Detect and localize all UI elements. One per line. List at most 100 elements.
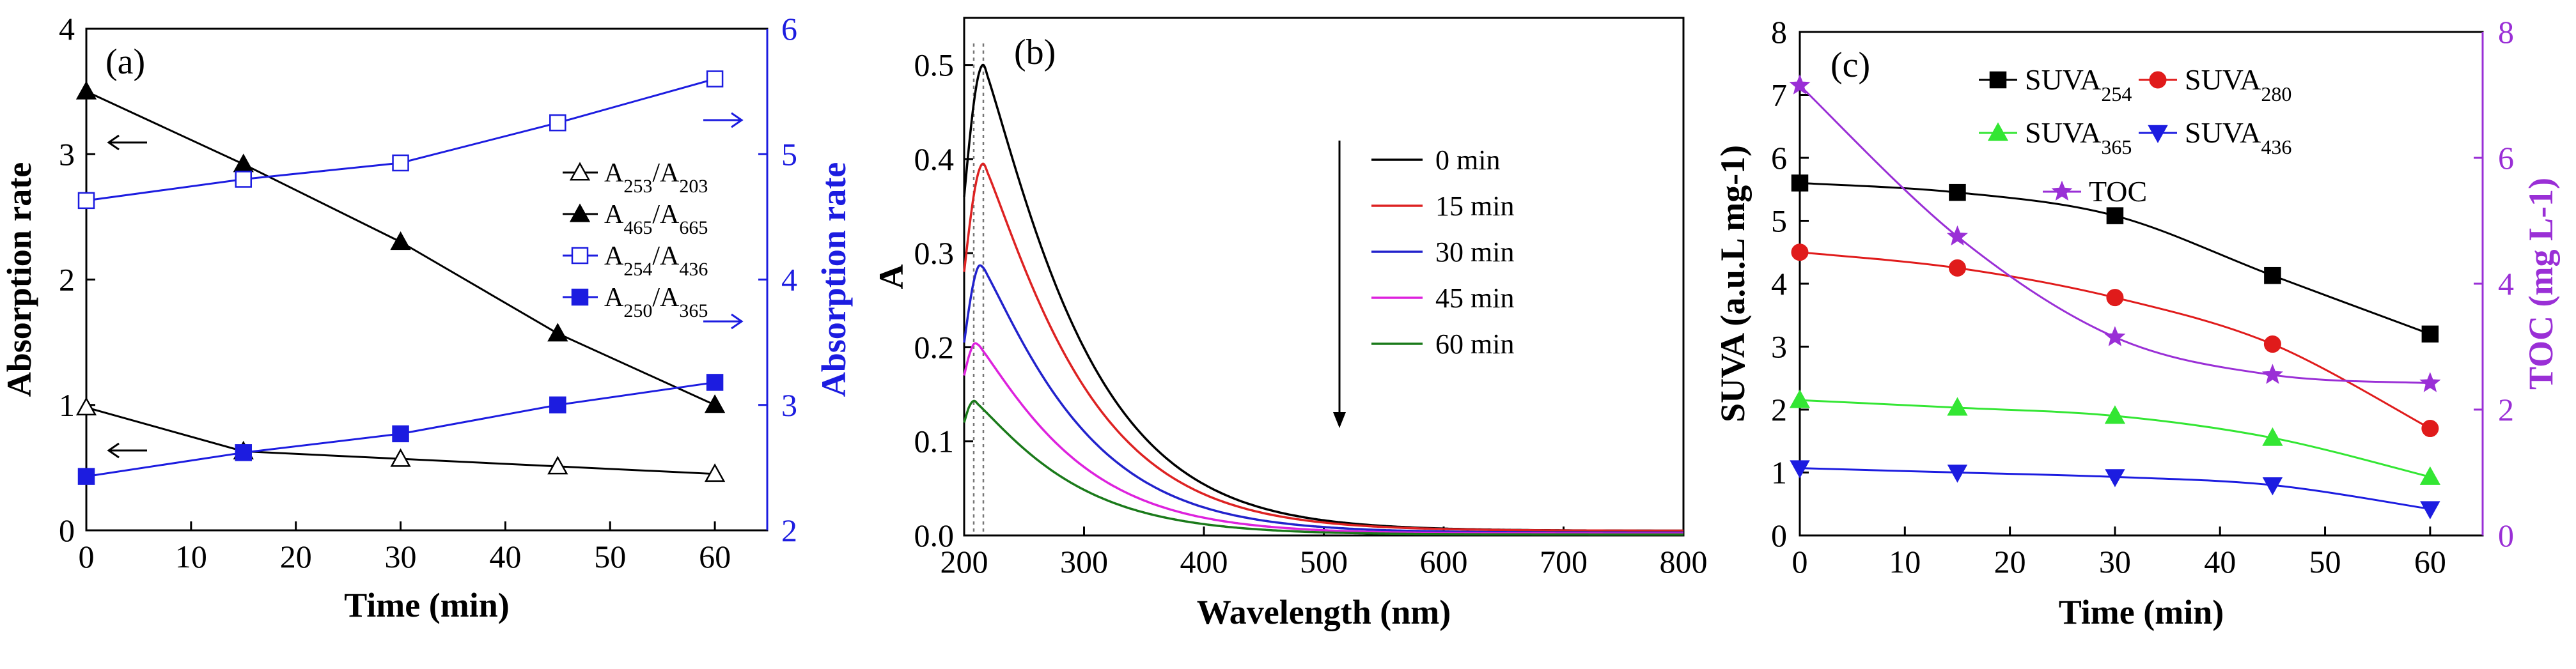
series-SUVA365: [1789, 389, 2440, 485]
spectrum-15-min: [963, 162, 1683, 532]
data-point: [1791, 243, 1809, 261]
series-SUVA254: [1791, 174, 2439, 343]
data-point: [704, 394, 726, 413]
y-tick-label: 1: [1771, 455, 1787, 491]
x-tick-label: 30: [2099, 544, 2131, 580]
data-point: [392, 154, 409, 172]
data-point: [2264, 266, 2281, 284]
data-point: [706, 70, 724, 88]
x-tick-label: 20: [280, 539, 312, 574]
x-tick-label: 0: [79, 539, 95, 574]
y-right-tick-label: 4: [2498, 266, 2514, 302]
data-point: [549, 114, 566, 132]
x-tick-label: 600: [1420, 544, 1468, 580]
x-tick-label: 10: [175, 539, 207, 574]
legend-entry: SUVA365: [2025, 116, 2132, 158]
panel-label: (b): [1014, 33, 1056, 72]
y-right-axis-title: TOC (mg L-1): [2522, 178, 2560, 390]
x-tick-label: 500: [1300, 544, 1348, 580]
data-point: [547, 323, 568, 342]
x-tick-label: 10: [1889, 544, 1921, 580]
data-point: [1791, 174, 1809, 192]
y-tick-label: 0.4: [914, 141, 955, 177]
x-axis-title: Time (min): [344, 586, 509, 624]
legend-marker: [569, 203, 591, 222]
data-point: [2261, 364, 2283, 384]
data-point: [233, 153, 254, 173]
data-point: [547, 456, 568, 475]
spectrum-60-min: [963, 399, 1683, 536]
right-arrow-icon-head: [731, 313, 744, 330]
legend-marker: [571, 247, 589, 265]
panel-label: (c): [1831, 45, 1870, 85]
series-line: [1799, 84, 2430, 385]
left-arrow-icon-head: [107, 134, 120, 151]
legend-label: 0 min: [1435, 144, 1500, 176]
y-tick-label: 0: [59, 512, 75, 548]
plot-frame: [85, 27, 769, 532]
y-tick-label: 3: [59, 136, 75, 172]
legend-entry: A253/A203: [604, 158, 708, 197]
series-SUVA436: [1790, 460, 2440, 519]
y-tick-label: 7: [1771, 77, 1787, 113]
x-tick-label: 20: [1994, 544, 2026, 580]
y-tick-label: 6: [1771, 140, 1787, 176]
spectrum-45-min: [963, 342, 1683, 535]
right-arrow-icon-head: [731, 112, 744, 128]
legend-marker: [571, 288, 589, 306]
data-point: [2421, 420, 2439, 438]
data-point: [2262, 427, 2283, 446]
legend-marker: [2149, 71, 2167, 89]
panel-b-uv-spectra-chart: 200 300 400 500 600 700 800 0.0 0.1 0.2 0.3 0.4 0.5 (…: [872, 17, 1708, 631]
y-tick-label: 5: [1771, 203, 1787, 239]
y-tick-label: 4: [59, 11, 75, 47]
y-right-tick-label: 6: [2498, 140, 2514, 176]
data-point: [2421, 325, 2439, 343]
y-axis-title: SUVA (a.u.L mg-1): [1713, 145, 1752, 422]
data-point: [1949, 183, 1966, 201]
y-tick-label: 4: [1771, 266, 1787, 302]
data-point: [2104, 326, 2126, 346]
y-tick-label: 0.5: [914, 47, 955, 83]
y-right-tick-label: 6: [781, 11, 797, 47]
x-tick-label: 700: [1540, 544, 1588, 580]
data-point: [392, 425, 409, 443]
data-point: [2105, 469, 2125, 488]
data-point: [75, 397, 97, 416]
data-point: [2104, 405, 2126, 424]
legend-entry: A465/A665: [604, 200, 708, 238]
legend-entry: SUVA436: [2185, 116, 2291, 158]
y-right-tick-label: 0: [2498, 518, 2514, 553]
legend: SUVA254 SUVA280 SUVA365 SUVA436 TOC: [1979, 63, 2291, 208]
data-point: [235, 171, 253, 188]
left-arrow-icon-head: [107, 442, 120, 459]
y-tick-label: 0: [1771, 518, 1787, 553]
legend: 0 min 15 min 30 min 45 min 60 min: [1371, 144, 1514, 360]
y-tick-label: 0.2: [914, 329, 955, 365]
data-point: [2106, 289, 2124, 307]
decrease-arrow-icon: [1333, 412, 1346, 428]
data-point: [390, 448, 411, 467]
legend-label: 30 min: [1435, 236, 1514, 268]
data-point: [1948, 259, 1966, 277]
y-tick-label: 0.0: [914, 518, 955, 553]
y-right-axis-title: Absorption rate: [815, 162, 853, 397]
legend-entry: SUVA254: [2025, 63, 2132, 105]
data-point: [390, 231, 411, 250]
series-A465/A665: [75, 81, 726, 413]
spectrum-0-min: [963, 63, 1683, 532]
x-tick-label: 40: [489, 539, 521, 574]
x-tick-label: 60: [2414, 544, 2446, 580]
data-point: [2419, 466, 2440, 485]
y-tick-label: 0.3: [914, 235, 955, 271]
data-point: [1947, 397, 1968, 416]
x-tick-label: 200: [941, 544, 988, 580]
legend-marker: [1989, 71, 2007, 89]
x-tick-label: 800: [1660, 544, 1708, 580]
panel-c-suva-toc-chart: 0 10 20 30 40 50 60 0 1 2 3 4 5 6 7 8 0 2 4 6 8 (c) Time (min)…: [1713, 14, 2560, 631]
spectrum-30-min: [963, 264, 1683, 534]
legend-entry: A254/A436: [604, 242, 708, 280]
plot-frame: [963, 17, 1685, 537]
x-tick-label: 50: [2309, 544, 2341, 580]
